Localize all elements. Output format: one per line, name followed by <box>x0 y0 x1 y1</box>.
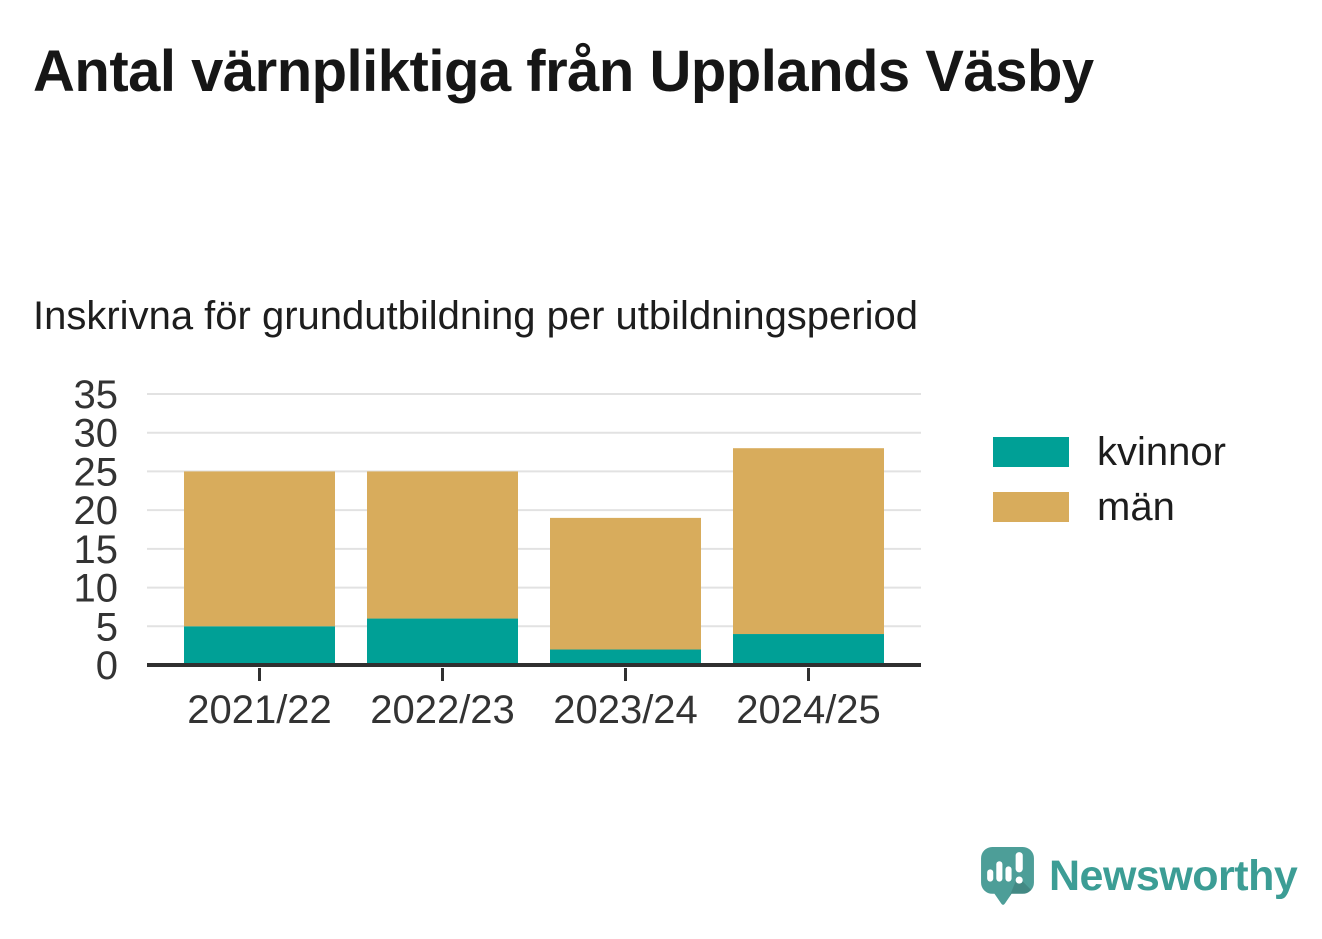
legend-label-man: män <box>1097 485 1175 529</box>
svg-text:20: 20 <box>74 489 119 533</box>
svg-text:30: 30 <box>74 412 119 456</box>
legend-item-kvinnor: kvinnor <box>993 430 1226 474</box>
logo-bars-icon <box>987 852 1023 884</box>
chart-title: Antal värnpliktiga från Upplands Väsby <box>33 39 1094 104</box>
svg-text:35: 35 <box>74 373 119 417</box>
newsworthy-logo-icon <box>981 847 1034 905</box>
svg-text:2022/23: 2022/23 <box>370 688 515 732</box>
svg-text:2021/22: 2021/22 <box>187 688 332 732</box>
svg-text:15: 15 <box>74 528 119 572</box>
svg-text:2023/24: 2023/24 <box>553 688 698 732</box>
svg-text:10: 10 <box>74 567 119 611</box>
svg-text:5: 5 <box>96 605 118 649</box>
svg-text:2024/25: 2024/25 <box>736 688 881 732</box>
newsworthy-logo: Newsworthy <box>981 847 1298 906</box>
legend-label-kvinnor: kvinnor <box>1097 430 1226 474</box>
chart-subtitle: Inskrivna för grundutbildning per utbild… <box>33 294 918 338</box>
legend: kvinnor män <box>993 430 1226 547</box>
legend-swatch-kvinnor <box>993 437 1069 467</box>
legend-item-man: män <box>993 485 1226 529</box>
legend-swatch-man <box>993 492 1069 522</box>
svg-text:25: 25 <box>74 450 119 494</box>
newsworthy-logo-text: Newsworthy <box>1049 852 1298 900</box>
svg-text:0: 0 <box>96 644 118 688</box>
